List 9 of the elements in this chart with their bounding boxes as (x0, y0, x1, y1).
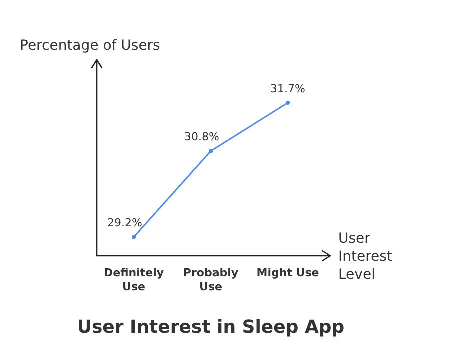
data-label: 31.7% (270, 82, 306, 96)
x-axis-title: User Interest Level (338, 231, 393, 283)
text: User Interest in Sleep App (77, 317, 345, 338)
x-tick-label: Probably Use (183, 266, 239, 294)
data-label: 29.2% (108, 216, 142, 230)
x-tick-label: Definitely Use (104, 266, 164, 294)
x-tick-label: Might Use (256, 266, 320, 280)
y-axis-title: Percentage of Users (20, 38, 160, 54)
data-label: 30.8% (184, 130, 220, 144)
